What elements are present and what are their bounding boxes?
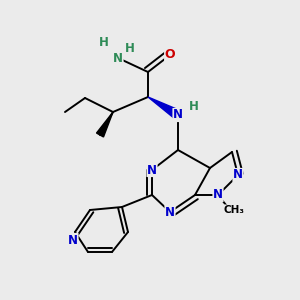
Text: O: O [165,49,175,62]
Text: N: N [68,233,78,247]
Text: CH₃: CH₃ [224,205,244,215]
Text: N: N [173,109,183,122]
Text: H: H [99,35,109,49]
Text: N: N [233,169,243,182]
Polygon shape [97,112,113,137]
Text: N: N [165,206,175,218]
Text: H: H [125,41,135,55]
Text: H: H [189,100,199,113]
Polygon shape [148,97,181,119]
Text: N: N [147,164,157,176]
Text: N: N [213,188,223,202]
Text: N: N [113,52,123,64]
